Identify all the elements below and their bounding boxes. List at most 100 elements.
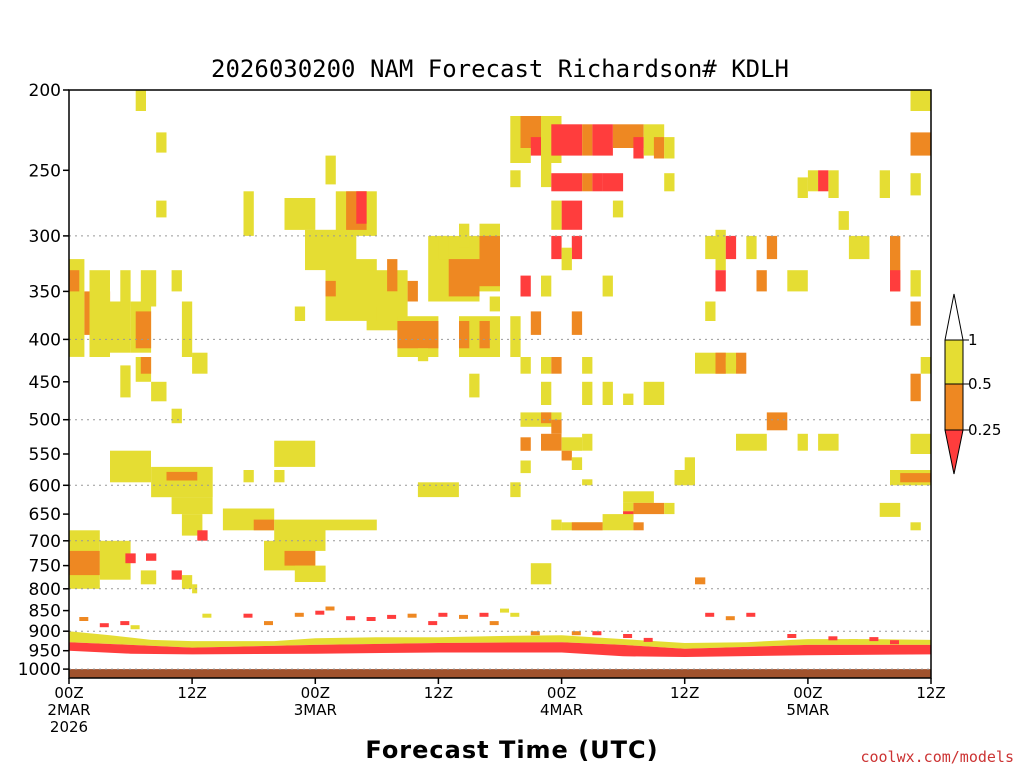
ri-cell-yellow (151, 466, 213, 498)
ri-cell-yellow (797, 177, 808, 198)
ri-cell-yellow (541, 163, 552, 188)
chart-title: 2026030200 NAM Forecast Richardson# KDLH (211, 55, 789, 83)
ri-cell-yellow (910, 173, 921, 196)
ri-speckle (725, 616, 735, 621)
plot-frame (68, 89, 932, 679)
ri-cell-yellow (510, 482, 521, 498)
ri-speckle (407, 613, 417, 618)
ri-cell-yellow (664, 502, 675, 515)
ri-cell-yellow (294, 306, 306, 321)
ri-cell-yellow (623, 502, 634, 515)
ri-cell-orange (736, 352, 747, 374)
ri-speckle (510, 612, 520, 617)
ri-cell-red (551, 124, 583, 156)
y-tick-label: 600 (29, 476, 61, 496)
ri-cell-yellow (725, 357, 737, 370)
ri-cell-orange (140, 357, 152, 374)
y-tick-label: 850 (29, 602, 61, 622)
ri-cell-yellow (541, 357, 552, 374)
ri-cell-yellow (920, 357, 931, 374)
ri-speckle (479, 612, 489, 617)
ri-cell-yellow (623, 491, 654, 503)
ri-cell-yellow (828, 170, 839, 198)
ri-cell-orange (756, 270, 767, 292)
x-tick-label: 12Z (670, 684, 699, 702)
ri-cell-orange (910, 132, 931, 156)
ri-cell-yellow (181, 514, 203, 536)
ri-cell-orange (253, 519, 275, 531)
ri-speckle (530, 631, 540, 636)
ri-cell-red (890, 270, 901, 292)
ri-cell-yellow (705, 301, 716, 321)
ri-cell-red (146, 553, 157, 561)
ri-cell-orange (284, 550, 316, 566)
x-tick-label: 2MAR (47, 701, 90, 719)
ri-cell-red (592, 173, 603, 192)
y-tick-label: 550 (29, 445, 61, 465)
y-tick-label: 500 (29, 411, 61, 431)
ri-cell-orange (766, 412, 788, 431)
ri-cell-yellow (469, 373, 480, 398)
ri-speckle (264, 621, 273, 626)
ri-cell-orange (325, 280, 336, 297)
plot-area (69, 90, 931, 678)
ri-cell-orange (397, 321, 439, 349)
ri-speckle (79, 617, 89, 621)
ri-cell-yellow (120, 365, 131, 398)
y-tick-label: 200 (29, 81, 61, 101)
ri-speckle (294, 612, 304, 617)
x-tick-label: 5MAR (786, 701, 829, 719)
ri-cell-yellow (582, 357, 593, 374)
ri-cell-yellow (520, 357, 531, 374)
y-tick-label: 900 (29, 622, 61, 642)
ri-cell-red (602, 173, 624, 192)
ri-cell-yellow (325, 519, 377, 531)
ri-cell-orange (571, 522, 603, 531)
ri-cell-yellow (110, 450, 151, 483)
ri-speckle (869, 637, 879, 642)
ri-speckle (592, 631, 602, 636)
ri-cell-yellow (736, 433, 767, 451)
ri-cell-yellow (684, 457, 695, 470)
ri-cell-yellow (541, 381, 552, 405)
ri-cell-orange (551, 357, 562, 374)
ri-cell-yellow (243, 470, 254, 483)
legend-label: 0.5 (968, 375, 992, 393)
ri-cell-red (725, 235, 737, 260)
ri-speckle (500, 608, 509, 613)
ri-cell-yellow (551, 519, 562, 531)
ri-speckle (438, 612, 448, 617)
ri-cell-yellow (807, 170, 819, 192)
ri-cell-yellow (818, 433, 839, 451)
ri-speckle (387, 614, 397, 619)
ri-cell-yellow (602, 381, 613, 405)
ri-cell-yellow (192, 584, 198, 594)
ri-cell-yellow (459, 223, 470, 248)
ground-fill (69, 669, 931, 678)
ri-cell-red (592, 124, 613, 156)
ri-cell-orange (715, 352, 726, 374)
colorbar-legend: 1 0.5 0.25 (944, 293, 1001, 475)
y-tick-label: 250 (29, 161, 61, 181)
ri-cell-orange (479, 235, 500, 287)
ri-cell-orange (448, 259, 480, 297)
ri-cell-yellow (89, 270, 110, 357)
ri-cell-orange (69, 550, 100, 576)
ri-cell-yellow (294, 565, 326, 582)
ri-speckle (346, 616, 356, 621)
x-tick-label: 00Z (301, 684, 330, 702)
ri-cell-orange (910, 301, 921, 326)
ri-cell-red (551, 173, 583, 192)
y-tick-label: 700 (29, 532, 61, 552)
ri-speckle (746, 612, 756, 617)
ri-cell-yellow (274, 440, 316, 467)
x-tick-label: 12Z (916, 684, 945, 702)
ri-cell-red (561, 200, 583, 230)
legend-bottom-arrow (944, 429, 964, 475)
ri-speckle (489, 621, 499, 626)
y-tick-label: 350 (29, 282, 61, 302)
ri-cell-yellow (879, 170, 890, 198)
ri-cell-red (818, 170, 829, 192)
ri-cell-red (171, 570, 182, 580)
x-tick-label: 00Z (547, 684, 576, 702)
